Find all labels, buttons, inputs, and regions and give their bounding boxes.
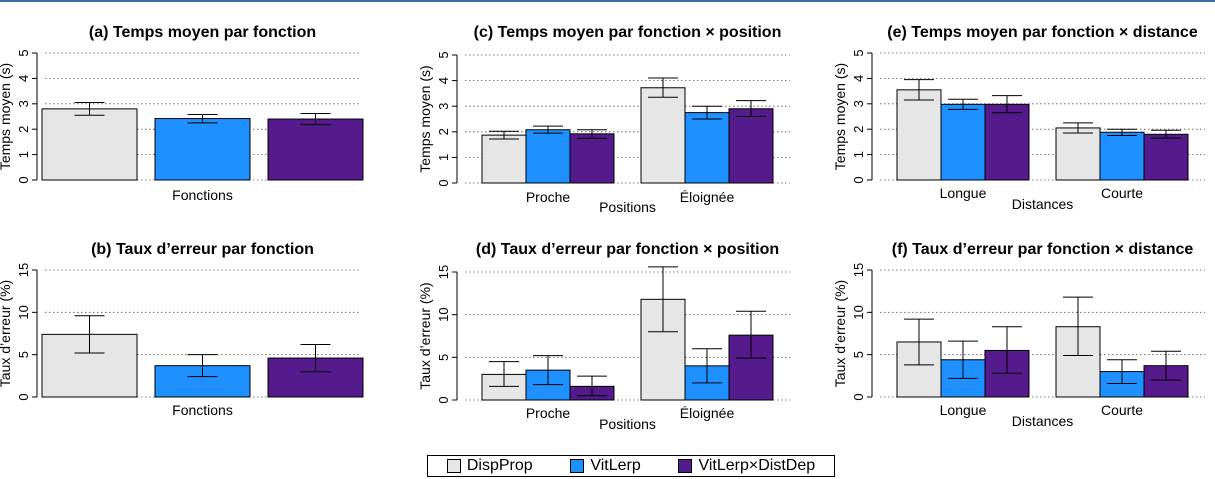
chart-c-y-tick-label: 0: [436, 179, 451, 186]
chart-c-bar-vitlerpdistdep-1: [728, 108, 774, 184]
chart-f-y-tick-label: 10: [851, 305, 866, 319]
legend-label-vitlerp-distdep: VitLerp×DistDep: [698, 457, 816, 474]
chart-a-title: (a) Temps moyen par fonction: [89, 24, 316, 41]
charts-canvas: (a) Temps moyen par fonction012345Temps …: [0, 24, 1205, 432]
chart-c-bar-vitlerp-0: [525, 129, 571, 184]
chart-a-y-tick-label: 1: [16, 151, 31, 158]
chart-e-category-label: Longue: [940, 185, 987, 201]
chart-e-y-tick-label: 5: [851, 49, 866, 56]
chart-c-y-tick-label: 5: [436, 51, 451, 58]
chart-a-y-tick-label: 3: [16, 100, 31, 107]
chart-d-y-tick-label: 10: [436, 307, 451, 321]
chart-b-y-label: Taux d’erreur (%): [0, 280, 13, 387]
chart-a-bar-vitlerp-0: [154, 118, 251, 181]
chart-b-x-label: Fonctions: [172, 402, 233, 418]
chart-a-y-tick-label: 4: [16, 75, 31, 82]
legend-swatch-vitlerp-distdep: [678, 459, 693, 473]
legend-item-dispprop: DispProp: [446, 457, 533, 475]
chart-e-bar-dispprop-0: [896, 89, 942, 181]
chart-f-category-label: Courte: [1101, 402, 1143, 418]
chart-a-y-tick-label: 5: [16, 49, 31, 56]
chart-e-y-tick-label: 0: [851, 176, 866, 183]
chart-c-y-tick-label: 4: [436, 77, 451, 84]
chart-a-y-tick-label: 2: [16, 126, 31, 133]
chart-f-x-label: Distances: [1012, 413, 1073, 429]
chart-e-bar-vitlerp-0: [940, 103, 986, 181]
chart-c-x-label: Positions: [599, 199, 656, 215]
chart-d-y-label: Taux d’erreur (%): [417, 282, 433, 389]
chart-f-y-label: Taux d’erreur (%): [832, 280, 848, 387]
chart-a-x-label: Fonctions: [172, 187, 233, 203]
chart-f-y-tick-label: 15: [851, 263, 866, 277]
chart-e-y-tick-label: 4: [851, 75, 866, 82]
chart-f-category-label: Longue: [940, 402, 987, 418]
chart-c-bar-vitlerpdistdep-0: [569, 133, 615, 184]
chart-c-y-tick-label: 2: [436, 128, 451, 135]
chart-d-title: (d) Taux d’erreur par fonction × positio…: [476, 241, 779, 258]
legend-swatch-dispprop: [446, 459, 461, 473]
top-rule: [0, 0, 1215, 2]
chart-c-y-tick-label: 1: [436, 154, 451, 161]
legend-item-vitlerp: VitLerp: [570, 457, 641, 475]
chart-c-bar-dispprop-0: [481, 134, 527, 184]
chart-e-bar-vitlerpdistdep-0: [984, 103, 1030, 181]
legend-label-dispprop: DispProp: [466, 457, 533, 474]
chart-e-title: (e) Temps moyen par fonction × distance: [887, 24, 1198, 41]
chart-a-bar-dispprop-0: [41, 108, 138, 181]
chart-f-y-tick-label: 5: [851, 351, 866, 358]
chart-d-category-label: Proche: [526, 405, 571, 421]
chart-d-y-tick-label: 0: [436, 396, 451, 403]
chart-c-bar-vitlerp-1: [684, 112, 730, 184]
chart-d-y-tick-label: 5: [436, 354, 451, 361]
chart-e-x-label: Distances: [1012, 196, 1073, 212]
chart-e-bar-vitlerpdistdep-1: [1143, 133, 1189, 181]
legend-item-vitlerp-distdep: VitLerp×DistDep: [678, 457, 815, 475]
chart-e-y-tick-label: 2: [851, 126, 866, 133]
chart-c-y-tick-label: 3: [436, 103, 451, 110]
chart-e-bar-dispprop-1: [1055, 127, 1101, 181]
chart-a-y-tick-label: 0: [16, 176, 31, 183]
chart-c-y-label: Temps moyen (s): [417, 65, 433, 172]
chart-e-y-tick-label: 3: [851, 100, 866, 107]
legend-swatch-vitlerp: [570, 459, 585, 473]
chart-b-y-tick-label: 5: [16, 351, 31, 358]
chart-b-y-tick-label: 15: [16, 263, 31, 277]
legend-label-vitlerp: VitLerp: [590, 457, 641, 474]
chart-c-bar-dispprop-1: [640, 87, 686, 184]
chart-d-category-label: Éloignée: [680, 405, 735, 421]
chart-b-y-tick-label: 10: [16, 305, 31, 319]
chart-e-y-tick-label: 1: [851, 151, 866, 158]
chart-f-y-tick-label: 0: [851, 393, 866, 400]
chart-a-y-label: Temps moyen (s): [0, 63, 13, 170]
chart-a-bar-vitlerpdistdep-0: [267, 118, 364, 181]
chart-c-category-label: Éloignée: [680, 189, 735, 205]
legend: DispProp VitLerp VitLerp×DistDep: [427, 455, 835, 477]
chart-e-y-label: Temps moyen (s): [832, 63, 848, 170]
chart-d-y-tick-label: 15: [436, 265, 451, 279]
chart-f-title: (f) Taux d’erreur par fonction × distanc…: [892, 241, 1194, 258]
chart-e-category-label: Courte: [1101, 185, 1143, 201]
chart-b-y-tick-label: 0: [16, 393, 31, 400]
chart-b-title: (b) Taux d’erreur par fonction: [91, 241, 314, 258]
chart-e-bar-vitlerp-1: [1099, 131, 1145, 181]
chart-d-x-label: Positions: [599, 416, 656, 432]
chart-c-title: (c) Temps moyen par fonction × position: [474, 24, 782, 41]
chart-c-category-label: Proche: [526, 189, 571, 205]
